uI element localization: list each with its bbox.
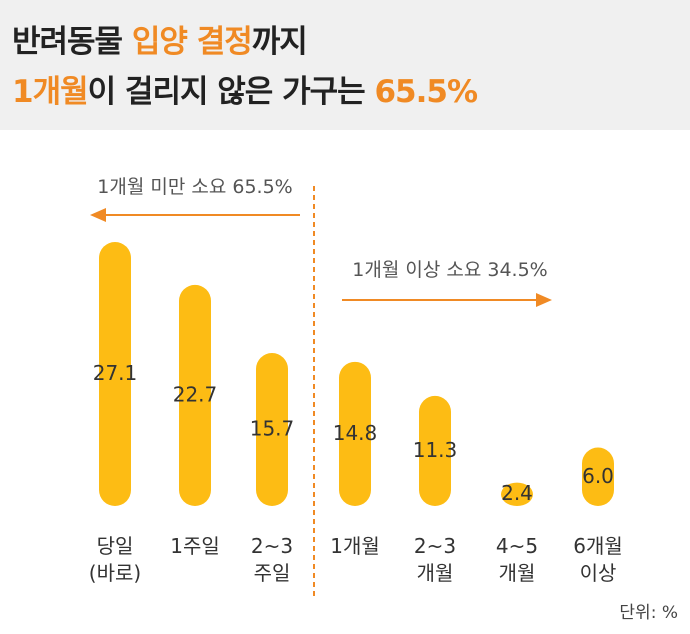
headline-text: 반려동물	[12, 24, 132, 60]
unit-label: 단위: %	[619, 603, 678, 623]
category-label: 1개월	[330, 534, 380, 558]
data-label: 6.0	[582, 464, 614, 488]
category-label: 2~3	[251, 534, 293, 558]
category-label: 당일	[97, 534, 134, 558]
bar	[419, 395, 451, 506]
bar	[256, 353, 288, 506]
category-label: 4~5	[496, 534, 538, 558]
bar	[99, 242, 131, 506]
header-banner: 반려동물 입양 결정까지 1개월이 걸리지 않은 가구는 65.5%	[0, 0, 690, 130]
data-label: 14.8	[333, 421, 378, 445]
annotation-label: 1개월 미만 소요 65.5%	[97, 176, 292, 198]
bar	[179, 284, 211, 506]
category-label: (바로)	[89, 561, 141, 585]
data-label: 11.3	[413, 438, 458, 462]
bar	[582, 447, 614, 506]
bar	[339, 361, 371, 506]
headline-text: 까지	[251, 24, 308, 60]
category-label: 개월	[499, 561, 536, 585]
category-label: 1주일	[170, 534, 220, 558]
data-label: 2.4	[501, 481, 533, 505]
data-label: 15.7	[250, 417, 295, 441]
headline-line-1: 반려동물 입양 결정까지	[12, 16, 308, 61]
data-label: 27.1	[93, 361, 138, 385]
headline-text: 이 걸리지 않은 가구는	[87, 74, 375, 110]
arrow-head-left	[90, 208, 106, 222]
category-label: 2~3	[414, 534, 456, 558]
data-label: 22.7	[173, 382, 218, 406]
category-label: 6개월	[573, 534, 623, 558]
category-label: 주일	[254, 561, 291, 585]
annotation-label: 1개월 이상 소요 34.5%	[352, 259, 547, 281]
headline-highlight-value: 65.5%	[374, 74, 478, 110]
headline-highlight: 입양 결정	[131, 24, 253, 60]
headline-highlight: 1개월	[12, 74, 89, 110]
arrow-head-right	[536, 293, 552, 307]
category-label: 이상	[580, 561, 617, 585]
headline-line-2: 1개월이 걸리지 않은 가구는 65.5%	[12, 66, 478, 111]
bar	[501, 482, 533, 506]
bar-chart: 27.1 당일 (바로) 22.7 1주일 15.7 2~3 주일 14.8 1개월 11.3 2~3…	[89, 176, 623, 600]
category-label: 개월	[417, 561, 454, 585]
